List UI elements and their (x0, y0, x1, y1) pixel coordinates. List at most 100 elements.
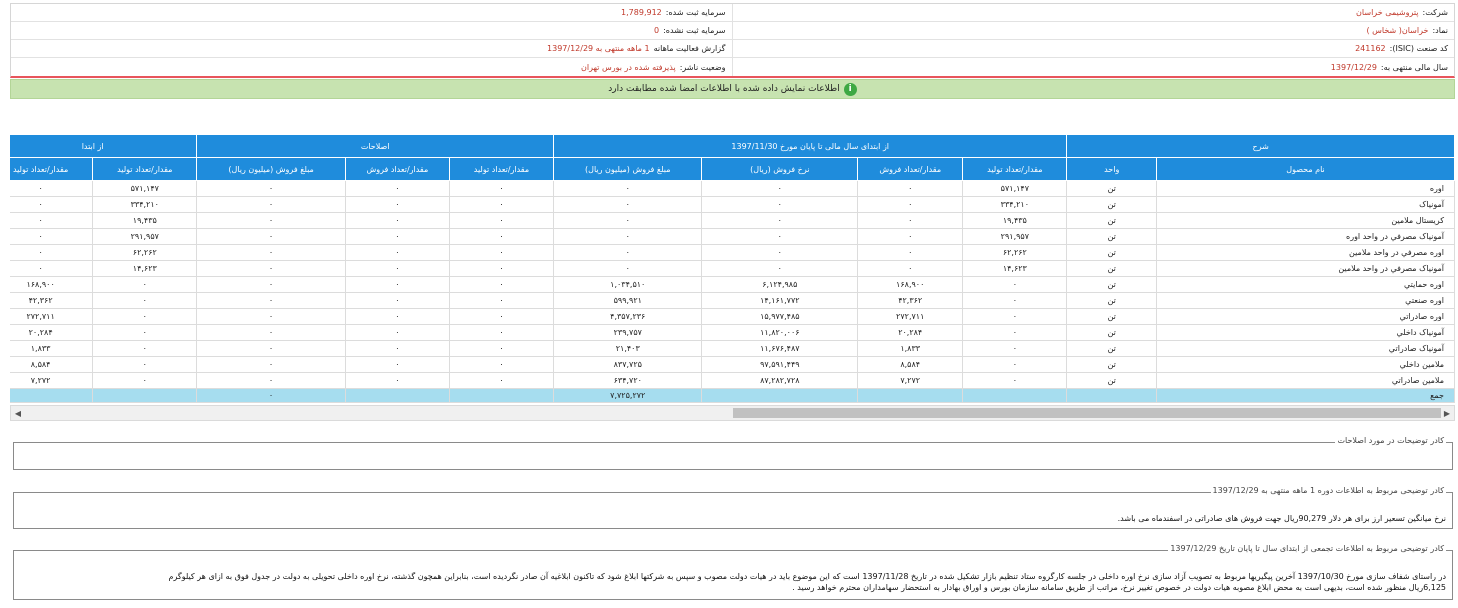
monthly-notes-box: کادر توضیحی مربوط به اطلاعات دوره 1 ماهه… (13, 486, 1453, 529)
cell-sales-qty: ۰ (857, 228, 964, 245)
cell-sales-qty: ۸,۵۸۴ (857, 356, 964, 373)
cell-unit: تن (1066, 308, 1158, 325)
cell-corr-production-qty: ۰ (448, 308, 555, 325)
cell-product: آمونیاک صادراتي (1156, 340, 1455, 357)
cell-product: ملامین صادراتي (1156, 372, 1455, 389)
cell-corr-production-qty: ۰ (448, 260, 555, 277)
cell-corr-production-qty: ۰ (448, 276, 555, 293)
cell-sales-rate: ۰ (701, 180, 859, 197)
cell-corr-production-qty: ۰ (448, 196, 555, 213)
cell-production-qty: ۱۹,۴۳۵ (962, 212, 1068, 229)
cell-corr-sales-amount: ۰ (196, 244, 346, 261)
cell-sales-qty: ۰ (857, 196, 964, 213)
cell-next-production-qty: ۲۹۱,۹۵۷ (92, 228, 198, 245)
cell-next-last: ۱۶۸,۹۰۰ (10, 276, 94, 293)
col-corr-sales-qty: مقدار/تعداد فروش (344, 157, 450, 181)
cell-next-production-qty: ۰ (92, 308, 198, 325)
cell-product: کریستال ملامین (1156, 212, 1455, 229)
cell-production-qty: ۰ (962, 276, 1068, 293)
total-empty-cell (962, 388, 1068, 403)
cell-production-qty: ۰ (962, 308, 1068, 325)
cell-sales-rate: ۶,۱۲۴,۹۸۵ (701, 276, 859, 293)
cell-sales-rate: ۱۱,۸۲۰,۰۰۶ (701, 324, 859, 341)
cell-corr-production-qty: ۰ (448, 212, 555, 229)
cell-production-qty: ۰ (962, 340, 1068, 357)
cell-unit: تن (1066, 212, 1158, 229)
cell-sales-qty: ۲۷۲,۷۱۱ (857, 308, 964, 325)
cell-corr-production-qty: ۰ (448, 340, 555, 357)
cell-next-production-qty: ۰ (92, 340, 198, 357)
cell-sales-rate: ۱۱,۶۷۶,۴۸۷ (701, 340, 859, 357)
cell-corr-sales-qty: ۰ (344, 276, 450, 293)
total-empty-cell (448, 388, 555, 403)
col-corr-sales-amount: مبلغ فروش (میلیون ریال) (196, 157, 346, 181)
cell-unit: تن (1066, 196, 1158, 213)
cell-product: اوره صنعتي (1156, 292, 1455, 309)
cell-next-last: ۲۰,۲۸۴ (10, 324, 94, 341)
cell-corr-sales-amount: ۰ (196, 260, 346, 277)
cumulative-notes-line-2: 6,125ریال منظور شده است، بدیهی است به مح… (792, 583, 1446, 592)
cell-next-production-qty: ۶۲,۲۶۲ (92, 244, 198, 261)
cell-product: اوره صادراتي (1156, 308, 1455, 325)
cell-sales-rate: ۹۷,۵۹۱,۴۴۹ (701, 356, 859, 373)
cell-corr-sales-amount: ۰ (196, 180, 346, 197)
total-row: جمع ۷,۷۲۵,۲۷۲ ۰ (10, 388, 1455, 403)
cell-corr-sales-qty: ۰ (344, 180, 450, 197)
col-sales-amount: مبلغ فروش (میلیون ریال) (553, 157, 703, 181)
cell-sales-amount: ۱,۰۳۴,۵۱۰ (553, 276, 703, 293)
cell-sales-qty: ۷,۲۷۲ (857, 372, 964, 389)
cell-sales-qty: ۰ (857, 260, 964, 277)
cell-sales-amount: ۵۹۹,۹۲۱ (553, 292, 703, 309)
cell-corr-sales-amount: ۰ (196, 356, 346, 373)
cell-sales-qty: ۰ (857, 244, 964, 261)
cell-next-last: ۱,۸۳۳ (10, 340, 94, 357)
cell-next-production-qty: ۰ (92, 372, 198, 389)
cell-corr-sales-qty: ۰ (344, 308, 450, 325)
cell-sales-qty: ۰ (857, 212, 964, 229)
capital-value: 1,789,912 (621, 8, 662, 17)
total-empty-cell (857, 388, 964, 403)
scroll-right-arrow-icon[interactable]: ▶ (1443, 408, 1451, 418)
cell-corr-sales-qty: ۰ (344, 340, 450, 357)
scroll-left-arrow-icon[interactable]: ◀ (14, 408, 22, 418)
cell-next-last: ۸,۵۸۴ (10, 356, 94, 373)
cell-next-production-qty: ۰ (92, 356, 198, 373)
symbol-label: نماد: (1432, 26, 1448, 35)
cell-product: آمونیاک داخلي (1156, 324, 1455, 341)
cell-corr-sales-qty: ۰ (344, 196, 450, 213)
scrollbar-thumb[interactable] (733, 408, 1441, 418)
cell-sales-qty: ۰ (857, 180, 964, 197)
table-horizontal-scrollbar[interactable]: ◀ ▶ (10, 405, 1455, 421)
cell-sales-rate: ۱۵,۹۷۷,۴۸۵ (701, 308, 859, 325)
monthly-notes-legend: کادر توضیحی مربوط به اطلاعات دوره 1 ماهه… (1210, 486, 1446, 495)
fiscal-year-label: سال مالی منتهی به: (1380, 62, 1448, 72)
production-sales-table-viewport[interactable]: شرح از ابتدای سال مالی تا پایان مورخ 139… (10, 134, 1455, 405)
table-row: آمونیاک مصرفي در واحد اوره تن ۲۹۱,۹۵۷ ۰ ۰ ۰ ۰ ۰… (10, 228, 1455, 245)
report-label: گزارش فعالیت ماهانه (653, 44, 726, 53)
cumulative-notes-box: کادر توضیحی مربوط به اطلاعات تجمعی از اب… (13, 544, 1453, 600)
cell-product: آمونیاک مصرفي در واحد ملامین (1156, 260, 1455, 277)
col-sales-qty: مقدار/تعداد فروش (857, 157, 964, 181)
cell-sales-qty: ۱,۸۳۳ (857, 340, 964, 357)
cell-corr-sales-qty: ۰ (344, 324, 450, 341)
total-sales-amount: ۷,۷۲۵,۲۷۲ (553, 388, 703, 403)
header-period-2: از ابتدا (10, 134, 198, 158)
cell-sales-rate: ۰ (701, 244, 859, 261)
report-value: 1 ماهه منتهی به 1397/12/29 (547, 44, 650, 53)
cell-sales-qty: ۱۶۸,۹۰۰ (857, 276, 964, 293)
unregistered-capital-value: 0 (654, 26, 660, 35)
cell-sales-rate: ۰ (701, 212, 859, 229)
cell-next-production-qty: ۰ (92, 324, 198, 341)
cell-corr-production-qty: ۰ (448, 228, 555, 245)
cell-production-qty: ۵۷۱,۱۴۷ (962, 180, 1068, 197)
cell-corr-sales-amount: ۰ (196, 372, 346, 389)
col-production-qty: مقدار/تعداد تولید (962, 157, 1068, 181)
cell-corr-sales-qty: ۰ (344, 260, 450, 277)
cell-next-last: ۰ (10, 260, 94, 277)
cumulative-notes-legend: کادر توضیحی مربوط به اطلاعات تجمعی از اب… (1168, 544, 1446, 553)
cell-corr-sales-qty: ۰ (344, 356, 450, 373)
cell-production-qty: ۰ (962, 324, 1068, 341)
unregistered-capital-label: سرمایه ثبت نشده: (663, 26, 726, 35)
table-row: اوره صنعتي تن ۰ ۴۲,۳۶۲ ۱۴,۱۶۱,۷۷۲ ۵۹۹,۹۲۱ ۰ ۰ ۰ ۰… (10, 292, 1455, 309)
cell-sales-amount: ۰ (553, 228, 703, 245)
